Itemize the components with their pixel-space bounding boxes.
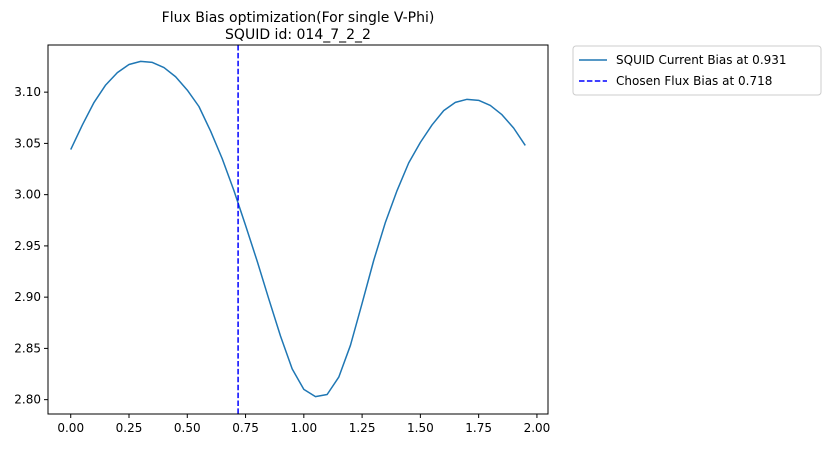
- y-tick-label: 2.90: [14, 290, 41, 304]
- x-tick-label: 0.50: [174, 421, 201, 435]
- x-tick-label: 0.00: [57, 421, 84, 435]
- x-tick-label: 1.25: [349, 421, 376, 435]
- series-line-0: [70, 60, 526, 398]
- y-tick-label: 3.10: [14, 85, 41, 99]
- x-axis: 0.00 0.25 0.50 0.75 1.00 1.25 1.50 1.75 2.00: [57, 414, 550, 435]
- series-layer: [70, 60, 526, 398]
- x-tick-label: 0.75: [232, 421, 259, 435]
- y-tick-label: 2.85: [14, 341, 41, 355]
- y-tick-label: 2.95: [14, 239, 41, 253]
- chart-title-line1: Flux Bias optimization(For single V-Phi): [162, 10, 435, 26]
- x-tick-label: 2.00: [524, 421, 551, 435]
- x-tick-label: 1.50: [407, 421, 434, 435]
- legend-box: [572, 45, 822, 96]
- y-tick-label: 3.05: [14, 136, 41, 150]
- plot-frame: [47, 44, 549, 415]
- y-tick-label: 2.80: [14, 393, 41, 407]
- x-tick-label: 1.00: [290, 421, 317, 435]
- y-axis: 2.80 2.85 2.90 2.95 3.00 3.05 3.10: [14, 85, 48, 407]
- legend: SQUID Current Bias at 0.931 Chosen Flux …: [572, 45, 822, 96]
- y-tick-label: 3.00: [14, 188, 41, 202]
- chart-title: Flux Bias optimization(For single V-Phi)…: [162, 10, 435, 43]
- legend-label-chosen-flux-bias: Chosen Flux Bias at 0.718: [616, 74, 772, 88]
- legend-label-squid-current-bias: SQUID Current Bias at 0.931: [616, 53, 787, 67]
- chart-title-line2: SQUID id: 014_7_2_2: [225, 27, 371, 43]
- x-tick-label: 0.25: [116, 421, 143, 435]
- x-tick-label: 1.75: [465, 421, 492, 435]
